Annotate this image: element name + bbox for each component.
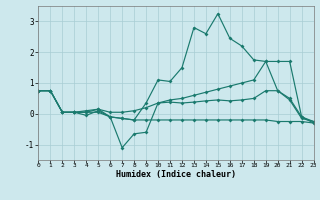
X-axis label: Humidex (Indice chaleur): Humidex (Indice chaleur) [116,170,236,179]
